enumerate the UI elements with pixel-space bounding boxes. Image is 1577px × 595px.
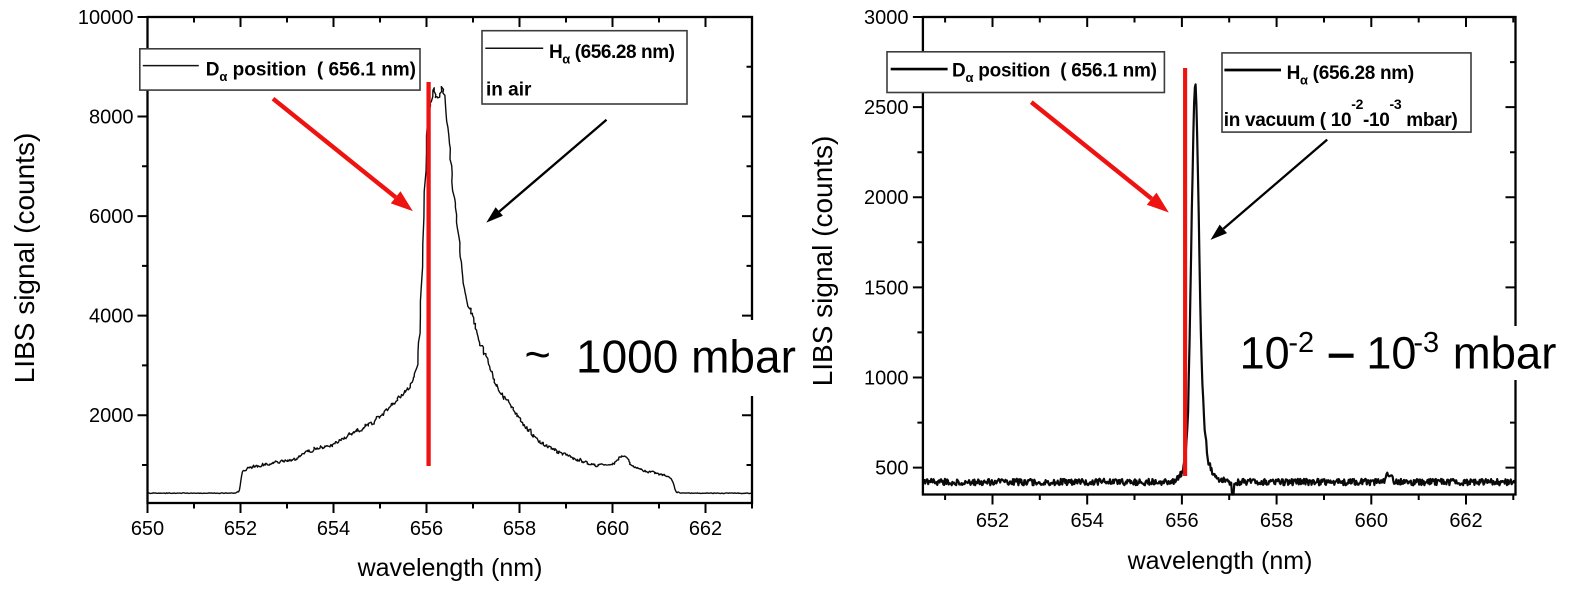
svg-text:8000: 8000 xyxy=(89,107,134,129)
svg-text:10000: 10000 xyxy=(78,7,134,29)
svg-text:LIBS signal (counts): LIBS signal (counts) xyxy=(807,136,838,387)
svg-text:-2: -2 xyxy=(1288,327,1314,359)
svg-text:2000: 2000 xyxy=(864,187,909,209)
svg-text:2500: 2500 xyxy=(864,97,909,119)
svg-text:wavelength (nm): wavelength (nm) xyxy=(357,554,543,582)
svg-text:Hα (656.28 nm): Hα (656.28 nm) xyxy=(549,42,675,67)
svg-text:mbar: mbar xyxy=(1453,328,1557,379)
svg-text:2000: 2000 xyxy=(89,405,134,427)
svg-text:1000: 1000 xyxy=(864,368,909,390)
svg-text:650: 650 xyxy=(131,518,164,540)
svg-text:10: 10 xyxy=(1366,328,1416,379)
svg-text:654: 654 xyxy=(317,518,350,540)
svg-text:1000 mbar: 1000 mbar xyxy=(576,331,796,383)
svg-text:Dα position ( 656.1 nm): Dα position ( 656.1 nm) xyxy=(952,60,1157,85)
svg-text:wavelength (nm): wavelength (nm) xyxy=(1127,547,1313,575)
svg-text:652: 652 xyxy=(224,518,257,540)
svg-text:Dα position ( 656.1 nm): Dα position ( 656.1 nm) xyxy=(206,60,416,85)
svg-text:660: 660 xyxy=(1355,510,1388,532)
svg-text:658: 658 xyxy=(503,518,536,540)
svg-text:6000: 6000 xyxy=(89,206,134,228)
svg-text:in air: in air xyxy=(486,79,532,100)
svg-text:4000: 4000 xyxy=(89,306,134,328)
svg-text:~: ~ xyxy=(525,329,551,380)
svg-text:1500: 1500 xyxy=(864,277,909,299)
svg-text:654: 654 xyxy=(1071,510,1104,532)
svg-text:656: 656 xyxy=(1165,510,1198,532)
svg-text:662: 662 xyxy=(1449,510,1482,532)
svg-text:3000: 3000 xyxy=(864,7,909,29)
svg-text:652: 652 xyxy=(976,510,1009,532)
svg-text:656: 656 xyxy=(410,518,443,540)
svg-text:Hα (656.28 nm): Hα (656.28 nm) xyxy=(1287,63,1415,88)
svg-text:658: 658 xyxy=(1260,510,1293,532)
svg-text:-3: -3 xyxy=(1413,327,1439,359)
svg-text:662: 662 xyxy=(689,518,722,540)
svg-text:500: 500 xyxy=(875,458,908,480)
svg-text:660: 660 xyxy=(596,518,629,540)
svg-text:10: 10 xyxy=(1240,328,1290,379)
svg-text:LIBS signal (counts): LIBS signal (counts) xyxy=(9,133,40,384)
